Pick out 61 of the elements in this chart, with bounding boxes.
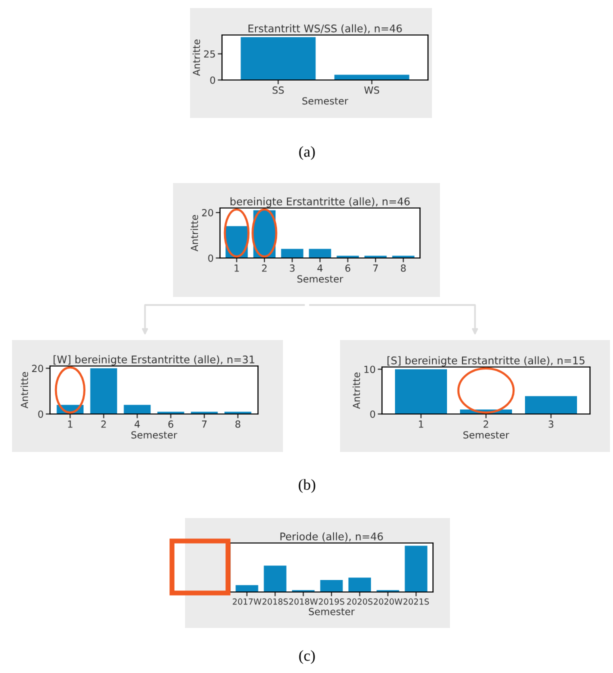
x-tick-label: 7 [373,264,378,272]
x-tick-label: 4 [317,264,323,272]
chart-title: bereinigte Erstantritte (alle), n=46 [230,197,410,208]
y-tick-label: 10 [364,366,376,374]
x-tick-label: 6 [168,420,174,428]
x-tick-label: 1 [68,420,72,428]
x-tick-label: 2018W [289,598,318,605]
x-tick-label: 2019S [318,598,344,605]
x-tick-label: 7 [202,420,207,428]
x-tick-label: 2020S [347,598,372,605]
x-axis-title: Semester [463,431,510,439]
x-tick-label: 1 [234,264,239,272]
bar [404,546,428,592]
x-tick-label: 3 [548,420,554,428]
x-tick-label: 2021S [403,598,429,605]
x-axis-title: Semester [308,608,355,616]
y-axis-title: Antritte [20,372,28,408]
bar [90,368,118,414]
chart-title: [W] bereinigte Erstantritte (alle), n=31 [54,355,254,366]
bar [525,396,577,414]
x-tick-label: 2020W [374,598,402,605]
bar [308,248,332,258]
x-axis-title: Semester [131,431,178,439]
y-tick-label: 25 [204,50,215,58]
y-axis-title: Antritte [190,215,198,252]
x-tick-label: 4 [134,420,140,428]
y-tick-label: 0 [208,254,214,262]
y-tick-label: 0 [370,410,376,418]
x-axis-title: Semester [302,97,348,105]
x-tick-label: 3 [290,264,295,272]
x-tick-label: 8 [235,420,240,428]
y-axis-title: Antritte [352,372,360,409]
chart-title: [S] bereinigte Erstantritte (alle), n=15 [388,356,584,366]
x-tick-label: 2 [484,420,488,428]
x-tick-label: 2 [101,420,106,428]
bar [236,585,258,592]
y-tick-label: 0 [38,410,44,418]
x-tick-label: WS [364,86,380,94]
x-tick-label: 8 [400,264,406,272]
text: (c) [299,650,315,664]
x-tick-label: 6 [345,264,350,272]
y-tick-label: 20 [32,364,44,372]
x-tick-label: 2018S [262,598,288,605]
x-tick-label: SS [272,86,284,94]
y-tick-label: 20 [202,209,214,216]
bar [264,566,286,592]
bar [320,580,343,592]
bar [281,248,304,258]
x-tick-label: 2017W [232,598,262,605]
bar [395,369,447,414]
y-tick-label: 0 [210,76,216,84]
x-tick-label: 2 [262,264,267,272]
y-axis-title: Antritte [192,40,200,76]
chart-title: Periode (alle), n=46 [280,532,383,542]
bar [348,578,371,592]
text: (a) [299,146,315,160]
x-tick-label: 1 [418,420,424,428]
text: (b) [298,479,316,493]
x-axis-title: Semester [297,275,344,283]
chart-title: Erstantritt WS/SS (alle), n=46 [248,24,402,34]
bar [124,404,151,414]
